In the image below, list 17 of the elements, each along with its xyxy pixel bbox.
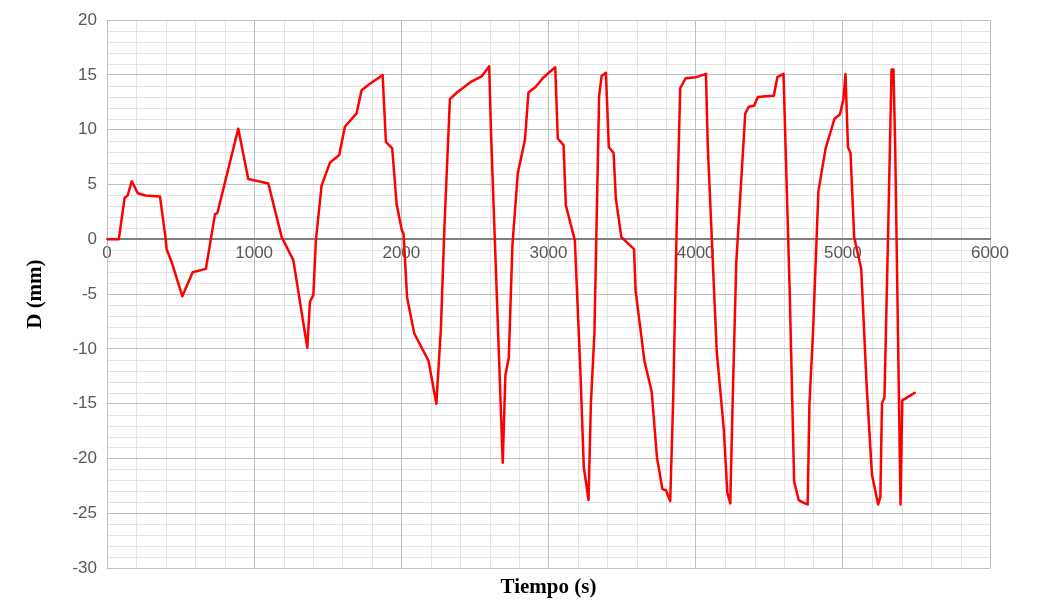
x-tick-label: 3000 <box>529 243 568 263</box>
y-tick-label: 15 <box>78 64 97 84</box>
y-tick-label: -20 <box>72 448 97 468</box>
y-tick-label: 20 <box>78 9 97 29</box>
x-tick-label: 0 <box>102 243 112 263</box>
y-tick-label: -5 <box>81 283 97 303</box>
x-tick-label: 6000 <box>971 243 1009 263</box>
y-tick-label: -10 <box>72 338 97 358</box>
y-tick-label: 0 <box>87 229 97 249</box>
x-tick-label: 1000 <box>235 243 274 263</box>
y-tick-label: -25 <box>72 502 97 522</box>
y-axis-title: D (mm) <box>22 259 47 329</box>
y-tick-label: -15 <box>72 393 97 413</box>
x-axis-title: Tiempo (s) <box>500 574 597 599</box>
y-tick-label: 10 <box>78 119 97 139</box>
y-tick-label: -30 <box>72 557 97 577</box>
y-tick-label: 5 <box>87 174 97 194</box>
